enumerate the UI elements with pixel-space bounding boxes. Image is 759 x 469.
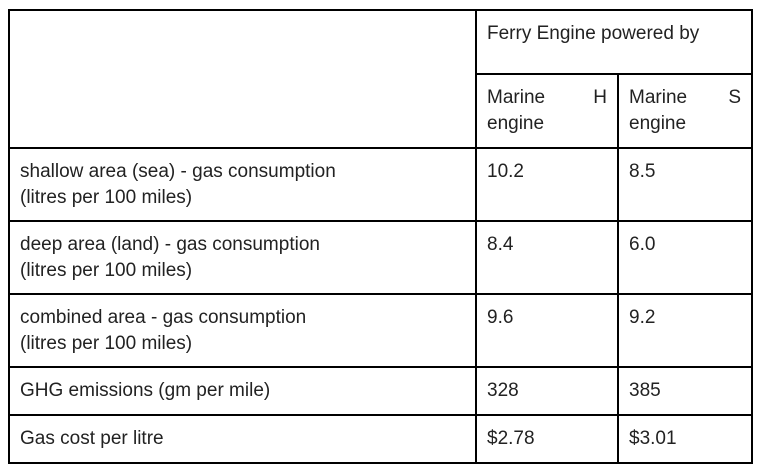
ferry-engine-comparison-table: Ferry Engine powered by Marine H engine …	[8, 9, 753, 464]
table-row: Gas cost per litre $2.78 $3.01	[8, 414, 753, 464]
value-cell-s: 6.0	[617, 220, 753, 295]
header-empty-cell	[8, 9, 477, 149]
engine-header-s: Marine S engine	[617, 73, 753, 149]
row-label-line2: (litres per 100 miles)	[20, 187, 193, 208]
row-label-cell: deep area (land) - gas consumption (litr…	[8, 220, 477, 295]
row-label-cell: GHG emissions (gm per mile)	[8, 366, 477, 416]
row-label-cell: shallow area (sea) - gas consumption (li…	[8, 147, 477, 222]
header-row-group: Ferry Engine powered by	[8, 9, 753, 149]
row-label-line2: (litres per 100 miles)	[20, 333, 193, 354]
engine-h-word: Marine	[487, 87, 546, 108]
engine-header-h: Marine H engine	[475, 73, 619, 149]
row-label-line1: GHG emissions (gm per mile)	[20, 380, 271, 401]
value-cell-s: 8.5	[617, 147, 753, 222]
row-label-line1: combined area - gas consumption	[20, 307, 307, 328]
engine-s-letter: S	[728, 87, 741, 108]
row-label-line2: (litres per 100 miles)	[20, 260, 193, 281]
group-header-cell: Ferry Engine powered by	[475, 9, 753, 75]
value-cell-h: 9.6	[475, 293, 619, 368]
value-cell-s: 9.2	[617, 293, 753, 368]
row-label-line1: Gas cost per litre	[20, 428, 164, 449]
engine-s-suffix: engine	[629, 113, 687, 134]
value-cell-s: $3.01	[617, 414, 753, 464]
engine-header-s-line1: Marine S	[629, 85, 741, 111]
row-label-cell: combined area - gas consumption (litres …	[8, 293, 477, 368]
header-row-engines: Marine H engine Marine S engine	[9, 73, 753, 149]
row-label-line1: shallow area (sea) - gas consumption	[20, 161, 336, 182]
table-row: shallow area (sea) - gas consumption (li…	[8, 147, 753, 222]
engine-h-suffix: engine	[487, 113, 545, 134]
table-row: GHG emissions (gm per mile) 328 385	[8, 366, 753, 416]
engine-header-h-line1: Marine H	[487, 85, 607, 111]
value-cell-h: 328	[475, 366, 619, 416]
value-cell-h: 8.4	[475, 220, 619, 295]
engine-h-letter: H	[593, 87, 607, 108]
engine-s-word: Marine	[629, 87, 688, 108]
row-label-line1: deep area (land) - gas consumption	[20, 234, 320, 255]
value-cell-h: 10.2	[475, 147, 619, 222]
value-cell-s: 385	[617, 366, 753, 416]
table-row: combined area - gas consumption (litres …	[8, 293, 753, 368]
value-cell-h: $2.78	[475, 414, 619, 464]
table-row: deep area (land) - gas consumption (litr…	[8, 220, 753, 295]
row-label-cell: Gas cost per litre	[8, 414, 477, 464]
group-header-label: Ferry Engine powered by	[487, 23, 700, 44]
